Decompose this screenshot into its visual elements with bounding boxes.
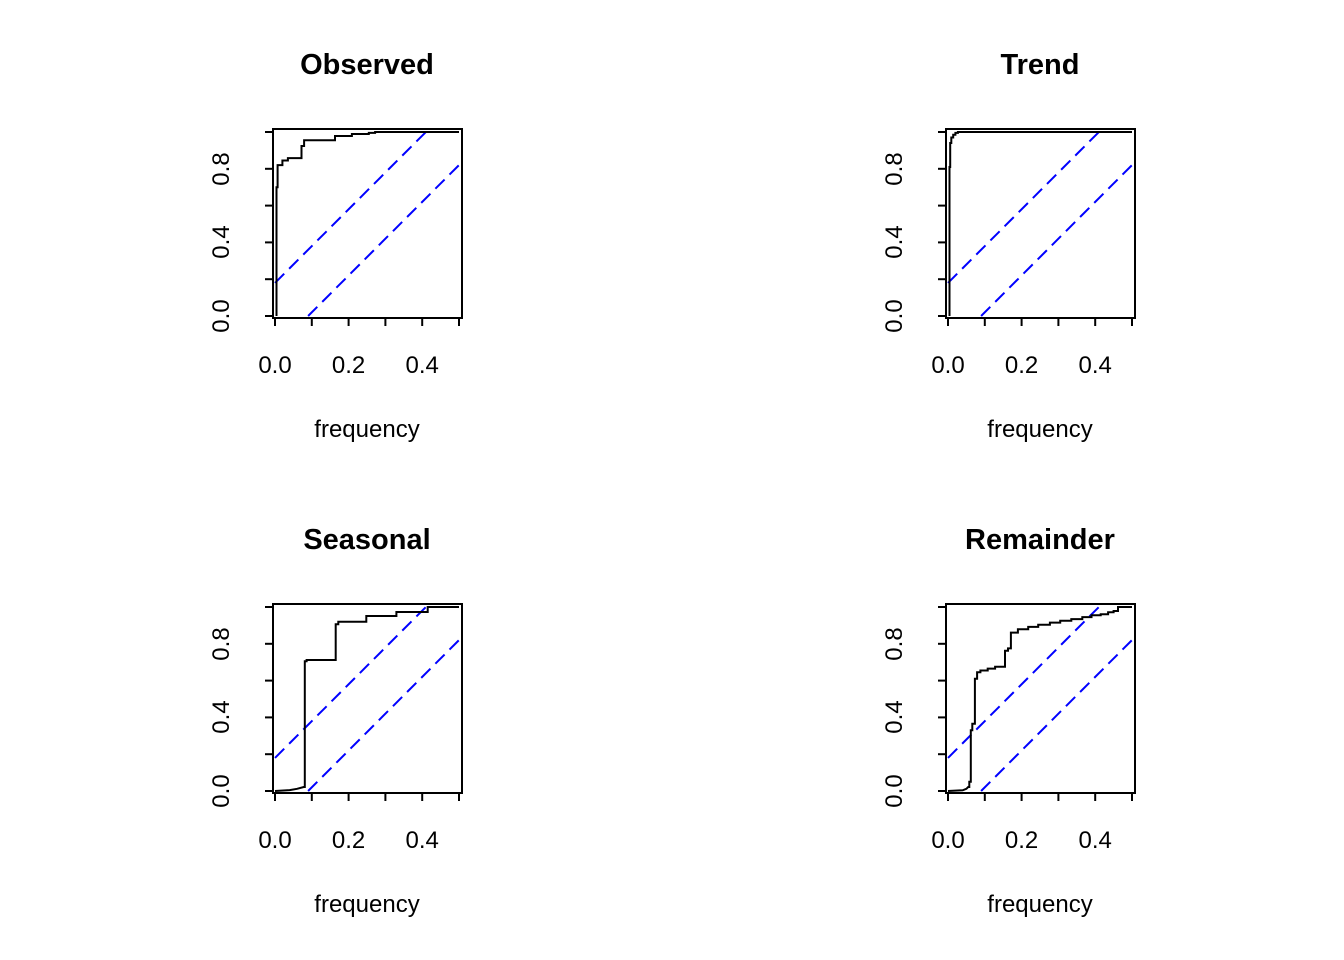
y-tick-label: 0.0 (208, 774, 235, 808)
x-tick-label: 0.0 (931, 352, 965, 379)
cumulative-periodogram-curve (274, 606, 459, 792)
y-tick-label: 0.8 (881, 627, 908, 661)
panel-title: Trend (1000, 49, 1080, 81)
x-tick-label: 0.4 (405, 352, 439, 379)
x-tick-label: 0.4 (1078, 352, 1112, 379)
y-tick-label: 0.8 (881, 152, 908, 186)
y-tick-label: 0.8 (208, 152, 235, 186)
x-axis-label: frequency (987, 891, 1093, 918)
x-tick-label: 0.2 (1004, 827, 1039, 854)
x-tick-label: 0.0 (931, 827, 965, 854)
y-tick-label: 0.0 (208, 299, 235, 333)
plot-box (945, 128, 1136, 319)
confidence-band-lower (307, 164, 460, 317)
cumulative-periodogram-curve (948, 131, 1132, 316)
confidence-band-upper (947, 131, 1100, 284)
x-tick-label: 0.0 (258, 352, 292, 379)
x-tick-label: 0.2 (1004, 352, 1039, 379)
panel-title: Seasonal (303, 524, 431, 556)
x-tick-label: 0.0 (258, 827, 292, 854)
x-tick-label: 0.2 (331, 352, 366, 379)
confidence-band-upper (274, 606, 427, 759)
plot-box (272, 128, 463, 319)
x-axis-label: frequency (987, 416, 1093, 443)
panel-title: Observed (300, 49, 434, 81)
y-tick-label: 0.4 (208, 700, 235, 735)
x-axis-label: frequency (314, 891, 420, 918)
confidence-band-upper (947, 606, 1100, 759)
confidence-band-lower (980, 164, 1133, 317)
x-tick-label: 0.2 (331, 827, 366, 854)
y-tick-label: 0.8 (208, 627, 235, 661)
x-tick-label: 0.4 (405, 827, 439, 854)
plot-box (945, 603, 1136, 794)
plot-box (272, 603, 463, 794)
y-tick-label: 0.4 (208, 225, 235, 260)
y-tick-label: 0.0 (881, 774, 908, 808)
y-tick-label: 0.4 (881, 700, 908, 735)
confidence-band-lower (307, 639, 460, 792)
panel-title: Remainder (965, 524, 1115, 556)
cumulative-periodogram-curve (947, 606, 1132, 792)
confidence-band-upper (274, 131, 427, 284)
confidence-band-lower (980, 639, 1133, 792)
x-tick-label: 0.4 (1078, 827, 1112, 854)
y-tick-label: 0.4 (881, 225, 908, 260)
x-axis-label: frequency (314, 416, 420, 443)
y-tick-label: 0.0 (881, 299, 908, 333)
cumulative-periodogram-curve (275, 131, 459, 316)
